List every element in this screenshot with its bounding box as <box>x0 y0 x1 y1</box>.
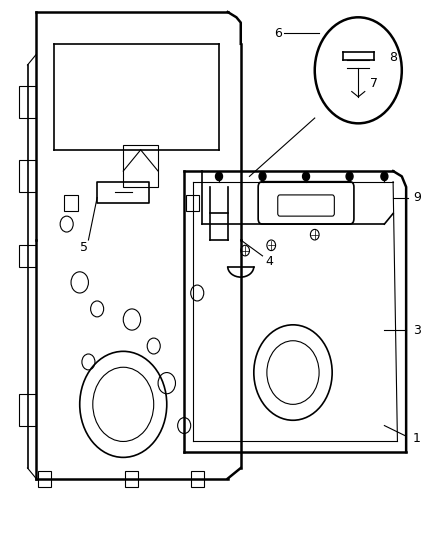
Text: 6: 6 <box>274 27 282 39</box>
Circle shape <box>381 172 388 181</box>
Circle shape <box>259 172 266 181</box>
Bar <box>191 471 204 487</box>
Text: 9: 9 <box>413 191 421 204</box>
Bar <box>64 195 78 211</box>
Circle shape <box>346 172 353 181</box>
Bar <box>19 160 36 192</box>
Bar <box>123 144 158 187</box>
Text: 1: 1 <box>413 432 421 446</box>
Text: 4: 4 <box>265 255 273 268</box>
Bar <box>186 195 199 211</box>
Text: 7: 7 <box>370 77 378 90</box>
Bar <box>39 471 51 487</box>
Bar <box>125 471 138 487</box>
Bar <box>19 86 36 118</box>
Bar <box>19 394 36 425</box>
Text: 5: 5 <box>80 241 88 254</box>
Text: 8: 8 <box>389 51 397 63</box>
Bar <box>97 182 149 203</box>
Bar <box>19 245 36 266</box>
Text: 3: 3 <box>413 324 421 337</box>
Circle shape <box>215 172 223 181</box>
Circle shape <box>303 172 310 181</box>
